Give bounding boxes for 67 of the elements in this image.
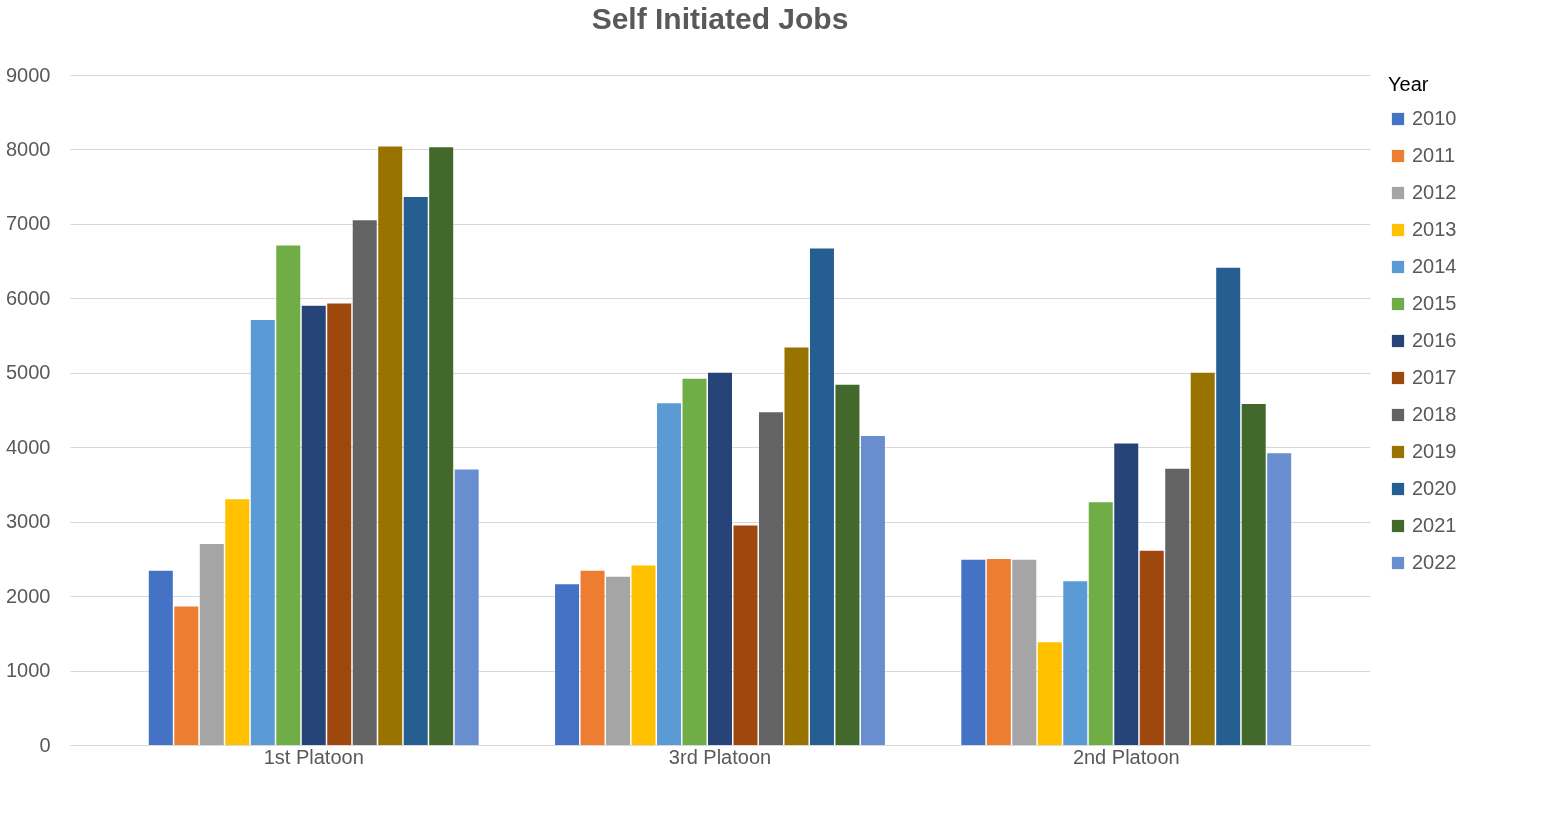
bar <box>555 584 580 745</box>
legend-label: 2022 <box>1412 551 1457 573</box>
bar <box>276 245 301 745</box>
bar <box>1037 642 1062 745</box>
bar <box>327 303 352 745</box>
y-tick-label: 8000 <box>6 137 51 160</box>
bar <box>657 403 682 745</box>
bar <box>1190 372 1215 745</box>
legend-label: 2019 <box>1412 440 1457 462</box>
x-tick-label: 3rd Platoon <box>668 745 772 768</box>
y-tick-label: 0 <box>39 733 51 756</box>
bar <box>758 412 783 745</box>
legend-label: 2018 <box>1412 403 1457 425</box>
bar <box>301 305 326 745</box>
legend-title: Year <box>1388 73 1429 95</box>
bar <box>454 469 479 745</box>
legend-label: 2011 <box>1412 144 1456 166</box>
bar <box>1012 559 1037 745</box>
y-tick-label: 1000 <box>6 659 51 682</box>
bar <box>606 576 631 745</box>
bar <box>631 565 656 745</box>
legend-label: 2014 <box>1412 255 1457 277</box>
y-tick-label: 4000 <box>6 435 51 458</box>
bar <box>1088 502 1113 745</box>
bar <box>1165 468 1190 745</box>
bar <box>860 436 885 745</box>
bar <box>174 606 199 745</box>
legend-label: 2017 <box>1412 366 1457 388</box>
legend-label: 2016 <box>1412 329 1457 351</box>
legend-label: 2020 <box>1412 477 1457 499</box>
bar <box>1216 267 1241 745</box>
bar <box>352 220 377 745</box>
y-tick-label: 3000 <box>6 510 51 533</box>
y-tick-label: 6000 <box>6 286 51 309</box>
legend-label: 2010 <box>1412 107 1457 129</box>
bar <box>682 378 707 745</box>
bar <box>809 248 834 745</box>
bar <box>708 372 732 745</box>
chart-title: Self Initiated Jobs <box>591 2 849 35</box>
bar <box>148 570 173 745</box>
bar <box>1114 443 1139 745</box>
bar <box>250 319 275 745</box>
bar <box>429 147 454 745</box>
bar <box>580 570 605 745</box>
bar <box>378 146 403 745</box>
legend-label: 2021 <box>1412 514 1457 536</box>
legend-label: 2013 <box>1412 218 1457 240</box>
bar <box>1139 550 1164 745</box>
legend-label: 2015 <box>1412 292 1457 314</box>
bar <box>199 544 224 745</box>
bar <box>403 197 428 745</box>
y-tick-label: 2000 <box>6 584 51 607</box>
bar <box>1241 404 1266 745</box>
bar <box>784 347 809 745</box>
x-tick-label: 1st Platoon <box>263 745 364 768</box>
legend-label: 2012 <box>1412 181 1457 203</box>
bar <box>1063 581 1088 745</box>
bar <box>986 558 1011 745</box>
y-tick-label: 9000 <box>6 63 51 86</box>
y-tick-label: 7000 <box>6 212 51 235</box>
bar <box>1267 453 1292 745</box>
y-tick-label: 5000 <box>6 361 51 384</box>
bar <box>733 525 758 745</box>
bar <box>835 384 860 745</box>
bar <box>225 499 250 745</box>
x-tick-label: 2nd Platoon <box>1072 745 1180 768</box>
bar <box>961 559 986 745</box>
